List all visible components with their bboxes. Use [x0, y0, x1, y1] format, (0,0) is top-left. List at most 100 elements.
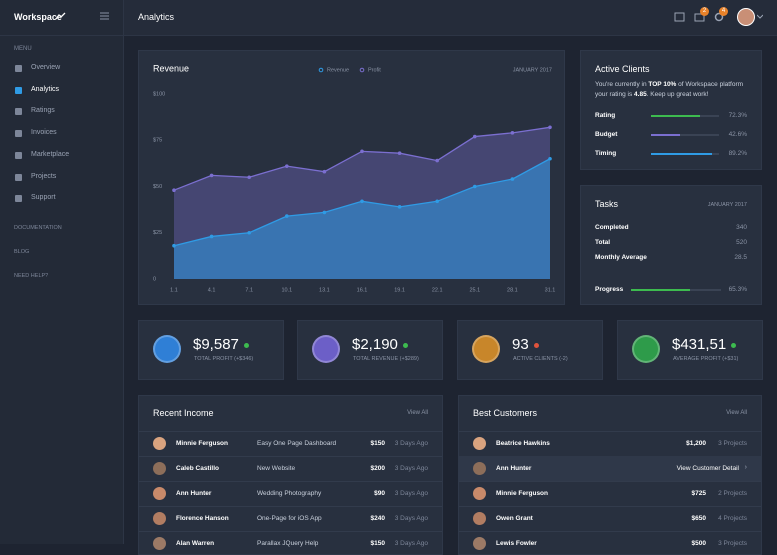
description: You're currently in TOP 10% of Workspace…	[595, 80, 751, 100]
text: . Keep up great work!	[646, 91, 709, 98]
active-clients-card: Active Clients You're currently in TOP 1…	[580, 50, 762, 170]
point	[360, 199, 364, 204]
section-heading[interactable]: NEED HELP?	[14, 273, 49, 279]
row-divider	[459, 531, 761, 532]
x-tick-label: 10.1	[281, 287, 292, 293]
chart-subtitle: JANUARY 2017	[513, 67, 552, 73]
row-divider	[139, 506, 442, 507]
row-divider	[459, 506, 761, 507]
stat-value: $9,587	[193, 336, 249, 353]
trend-dot	[533, 342, 539, 348]
row-divider	[459, 481, 761, 482]
caret[interactable]	[757, 14, 763, 19]
menu-icon	[15, 195, 22, 203]
card-date: JANUARY 2017	[707, 202, 747, 208]
inbox-icon[interactable]	[694, 11, 706, 23]
amount: $725	[691, 490, 706, 497]
point	[548, 156, 552, 161]
projects: 4 Projects	[718, 515, 747, 522]
bar	[651, 134, 680, 136]
menu-item[interactable]: Projects	[31, 172, 57, 180]
stat-value: $431,51	[672, 336, 737, 353]
legend-label: Revenue	[327, 67, 349, 73]
point	[473, 184, 477, 189]
revenue-card: Revenue JANUARY 2017 Revenue Profit 0 $25 $50 $…	[138, 50, 565, 305]
metric-label: Timing	[595, 150, 617, 157]
row-highlight	[459, 456, 761, 481]
view-detail-link[interactable]: View Customer Detail	[676, 465, 739, 472]
stat-label: TOTAL REVENUE (+$289)	[353, 356, 419, 362]
y-tick-label: $25	[153, 230, 162, 236]
menu-heading: MENU	[14, 46, 32, 52]
project: Easy One Page Dashboard	[257, 440, 337, 447]
point	[285, 214, 289, 218]
projects: 3 Projects	[718, 440, 747, 447]
customer-name: Owen Grant	[496, 515, 533, 522]
trend-dot	[243, 342, 249, 348]
card-title: Tasks	[595, 199, 619, 209]
menu-item[interactable]: Analytics	[31, 85, 60, 93]
y-tick-label: 0	[153, 276, 156, 282]
avatar	[473, 487, 486, 500]
avatar	[153, 462, 166, 475]
sidebar: Workspace MENU Overview Analytics Ratings I…	[0, 0, 124, 544]
point	[172, 188, 176, 192]
user-avatar[interactable]	[737, 8, 755, 26]
project: Wedding Photography	[257, 490, 322, 497]
badge: 4	[719, 7, 728, 16]
x-tick-label: 28.1	[507, 287, 518, 293]
revenue-chart: Revenue JANUARY 2017 Revenue Profit 0 $25 $50 $…	[153, 63, 555, 293]
project: One-Page for iOS App	[257, 515, 322, 522]
menu-item[interactable]: Ratings	[31, 107, 55, 115]
bar-track	[651, 134, 719, 136]
point	[172, 243, 176, 248]
menu-item[interactable]: Overview	[31, 64, 61, 71]
customer-name: Minnie Ferguson	[176, 440, 228, 447]
date: 3 Days Ago	[394, 515, 428, 522]
view-all-link[interactable]: View All	[726, 410, 747, 416]
view-all-link[interactable]: View All	[407, 410, 428, 416]
menu-item[interactable]: Support	[31, 194, 56, 202]
stat-icon	[632, 335, 660, 363]
calendar-icon[interactable]	[674, 11, 686, 23]
point	[322, 210, 327, 215]
trend-dot	[402, 342, 408, 348]
card-title: Active Clients	[595, 64, 650, 74]
menu-icon	[15, 151, 22, 159]
bar	[631, 289, 690, 291]
point	[435, 199, 440, 204]
legend-label: Profit	[368, 67, 381, 73]
stat-card: 93 ACTIVE CLIENTS (-2)	[457, 320, 603, 380]
menu-icon	[15, 65, 22, 72]
menu-item[interactable]: Marketplace	[31, 150, 70, 158]
point	[247, 230, 251, 235]
amount: $240	[370, 515, 385, 522]
brand-icon	[56, 12, 66, 20]
stat-label: AVERAGE PROFIT (+$31)	[673, 356, 739, 362]
trend-dot	[731, 342, 737, 348]
row-divider	[459, 431, 761, 432]
y-tick-label: $100	[153, 91, 165, 97]
row-divider	[139, 531, 442, 532]
page-title: Analytics	[138, 12, 175, 22]
metric-value: 42.6%	[728, 131, 747, 138]
point	[435, 158, 440, 163]
section-heading[interactable]: DOCUMENTATION	[14, 225, 62, 231]
bar	[651, 115, 701, 117]
x-tick-label: 16.1	[357, 287, 368, 293]
point	[510, 177, 515, 181]
customer-name: Caleb Castillo	[176, 465, 219, 472]
task-value: 520	[736, 239, 747, 246]
menu-item[interactable]: Invoices	[31, 129, 57, 137]
menu-icon	[15, 130, 22, 138]
stat-icon	[153, 335, 181, 363]
point	[209, 173, 214, 178]
amount: $650	[691, 515, 706, 522]
stat-icon	[472, 335, 500, 363]
x-tick-label: 22.1	[432, 287, 443, 293]
menu-toggle[interactable]	[100, 12, 109, 20]
section-heading[interactable]: BLOG	[14, 249, 30, 255]
date: 3 Days Ago	[394, 465, 428, 472]
y-tick-label: $50	[153, 184, 162, 190]
amount: $200	[370, 465, 385, 472]
